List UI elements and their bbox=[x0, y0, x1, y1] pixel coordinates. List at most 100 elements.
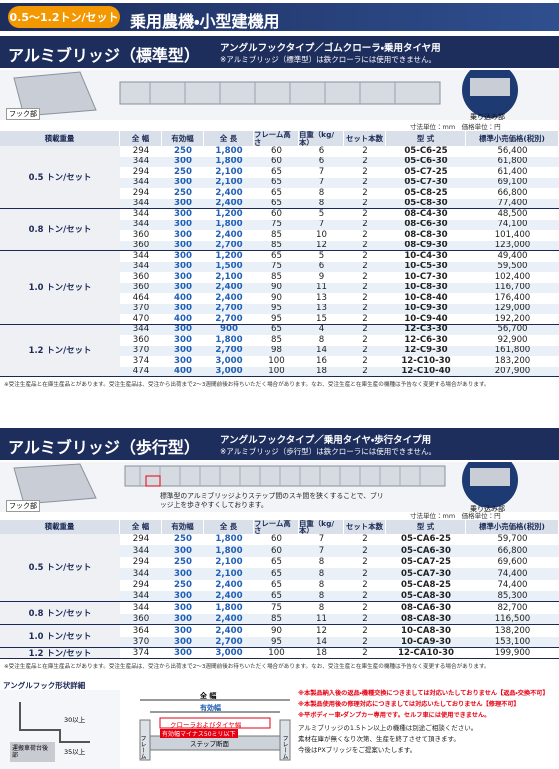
table-cell: 8 bbox=[318, 557, 325, 568]
table-cell: 176,400 bbox=[494, 293, 531, 303]
table-cell: 3,000 bbox=[215, 356, 243, 366]
column-header: 積載重量 bbox=[0, 520, 120, 534]
table-cell: 10-C4-30 bbox=[404, 251, 448, 261]
table-row bbox=[120, 625, 559, 637]
table-cell: 74,100 bbox=[497, 219, 528, 230]
section-note: ※アルミブリッジ（歩行型）は鉄クローラには使用できません。 bbox=[220, 447, 436, 456]
table-cell: 360 bbox=[132, 614, 150, 625]
table-cell: 2,700 bbox=[215, 240, 243, 251]
dim-label: クローラおよびタイヤ幅 bbox=[170, 721, 242, 729]
hook-label: フック部 bbox=[6, 500, 40, 512]
table-row bbox=[120, 177, 559, 188]
table-cell: 61,400 bbox=[497, 167, 528, 177]
table-cell: 92,900 bbox=[497, 335, 528, 345]
table-cell: 2 bbox=[362, 293, 368, 303]
table-cell: 300 bbox=[174, 602, 192, 613]
load-group: 0.8 トン/セット bbox=[0, 602, 120, 626]
table-cell: 5 bbox=[318, 251, 325, 261]
table-row bbox=[120, 314, 559, 325]
table-cell: 1,200 bbox=[215, 251, 243, 261]
warning-note: ※平ボディー車・ダンプカー専用です。セルフ車には使用できません。 bbox=[298, 712, 491, 719]
table-row bbox=[120, 356, 559, 367]
table-cell: 14 bbox=[316, 636, 327, 647]
bridge-rungs bbox=[149, 82, 396, 104]
table-cell: 6 bbox=[318, 261, 325, 272]
badge: 0.5〜1.2トン/セット bbox=[8, 6, 120, 28]
table-cell: 300 bbox=[174, 240, 192, 251]
section-band bbox=[0, 36, 559, 68]
table-cell: 7 bbox=[318, 177, 325, 188]
table-cell: 360 bbox=[132, 272, 150, 282]
table-cell: 12-C6-30 bbox=[404, 335, 448, 345]
hook-shape bbox=[19, 702, 90, 743]
table-cell: 300 bbox=[174, 568, 192, 579]
table-cell: 69,600 bbox=[497, 557, 528, 568]
column-header: 自重（kg/本） bbox=[299, 520, 344, 534]
column-header: 全 長 bbox=[204, 131, 254, 146]
truck-bed bbox=[10, 742, 55, 762]
table-cell: 13 bbox=[316, 303, 327, 314]
table-cell: 65 bbox=[271, 198, 282, 209]
table-cell: 08-C8-30 bbox=[404, 230, 448, 240]
table-cell: 59,700 bbox=[497, 534, 528, 545]
unit-label: 寸法単位：mm 価格単位：円 bbox=[410, 512, 501, 520]
table-cell: 11 bbox=[316, 282, 327, 293]
table-cell: 2,100 bbox=[215, 272, 243, 282]
table-cell: 2 bbox=[362, 335, 368, 345]
table-cell: 370 bbox=[132, 636, 150, 647]
table-cell: 85 bbox=[271, 614, 282, 625]
table-cell: 75 bbox=[271, 261, 282, 272]
feature-text: 標準型のアルミブリッジよりステップ間のスキ間を狭くすることで、ブリッジ上を歩きや… bbox=[160, 492, 384, 509]
step-label: ステップ断面 bbox=[190, 740, 229, 748]
table-cell: 60 bbox=[271, 156, 282, 167]
table-cell: 2,400 bbox=[215, 591, 243, 602]
frame-label: フレーム bbox=[139, 735, 146, 759]
table-cell: 08-C9-30 bbox=[404, 240, 448, 251]
table-cell: 60 bbox=[271, 545, 282, 556]
track-box bbox=[159, 717, 271, 729]
load-group: 0.5 トン/セット bbox=[0, 534, 120, 603]
table-cell: 82,700 bbox=[497, 602, 528, 613]
table-cell: 300 bbox=[174, 324, 192, 335]
table-cell: 2 bbox=[362, 251, 368, 261]
table-cell: 300 bbox=[174, 648, 192, 659]
table-cell: 300 bbox=[174, 303, 192, 314]
table-row bbox=[120, 636, 559, 648]
table-cell: 344 bbox=[132, 156, 150, 167]
table-cell: 65 bbox=[271, 591, 282, 602]
gap-highlight bbox=[145, 475, 161, 487]
table-cell: 2 bbox=[362, 366, 368, 377]
table-cell: 344 bbox=[132, 219, 150, 230]
table-cell: 123,000 bbox=[494, 240, 531, 251]
column-header: 全 幅 bbox=[120, 520, 162, 534]
table-row bbox=[120, 324, 559, 335]
table-cell: 65 bbox=[271, 579, 282, 590]
table-cell: 344 bbox=[132, 324, 150, 335]
load-group: 1.0 トン/セット bbox=[0, 251, 120, 325]
table-cell: 65 bbox=[271, 251, 282, 261]
table-row bbox=[120, 602, 559, 614]
warning-note: ※本製品使用後の修理対応につきましては対応いたしておりません【修理不可】 bbox=[298, 701, 520, 708]
table-cell: 48,500 bbox=[497, 209, 528, 219]
table-cell: 05-C7-25 bbox=[404, 167, 448, 177]
table-cell: 2 bbox=[362, 568, 368, 579]
table-row bbox=[120, 251, 559, 262]
entry-inset-bridge bbox=[470, 468, 510, 486]
table-row bbox=[120, 568, 559, 580]
table-cell: 7 bbox=[318, 167, 325, 177]
table-cell: 2,400 bbox=[215, 579, 243, 590]
table-cell: 65 bbox=[271, 177, 282, 188]
table-cell: 300 bbox=[174, 198, 192, 209]
section-band bbox=[0, 428, 559, 460]
table-cell: 90 bbox=[271, 282, 282, 293]
table-cell: 250 bbox=[174, 557, 192, 568]
table-row bbox=[120, 146, 559, 157]
hook-detail-title: アングルフック形状詳細 bbox=[3, 681, 86, 690]
table-cell: 374 bbox=[132, 648, 150, 659]
table-row bbox=[120, 240, 559, 251]
table-cell: 360 bbox=[132, 335, 150, 345]
table-cell: 14 bbox=[316, 345, 327, 356]
table-cell: 2,700 bbox=[215, 345, 243, 356]
table-cell: 05-C6-30 bbox=[404, 156, 448, 167]
